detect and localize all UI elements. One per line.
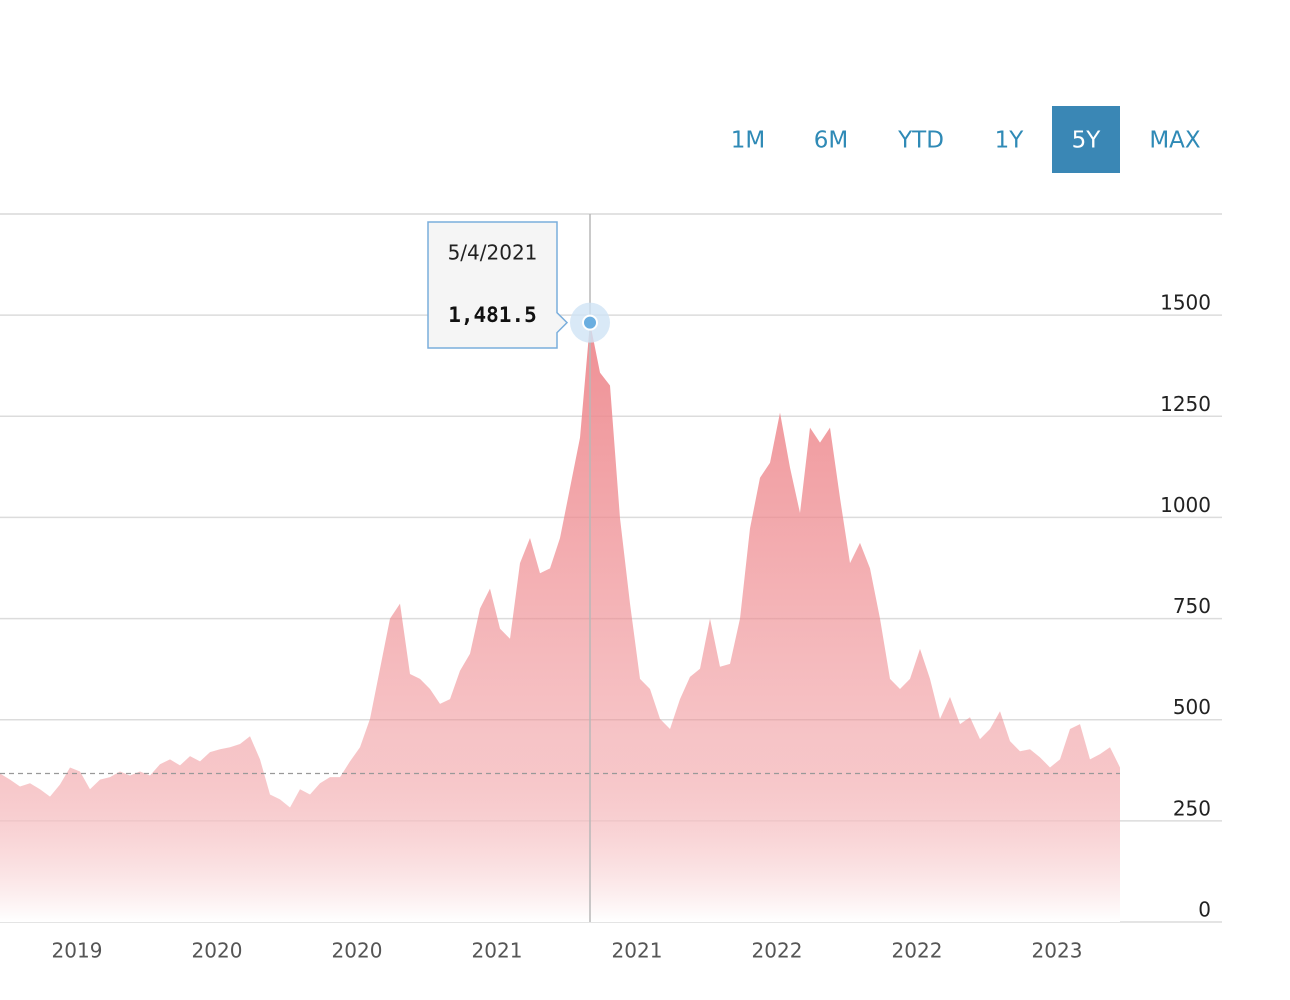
y-tick-label: 1000 (1160, 493, 1211, 517)
area (0, 322, 1120, 922)
x-tick-label: 2023 (1032, 939, 1083, 963)
range-button[interactable]: MAX (1149, 128, 1201, 154)
x-tick-label: 2020 (192, 939, 243, 963)
range-button[interactable]: 6M (814, 128, 848, 154)
range-buttons: 1M 6M YTD 1Y 5Y MAX (731, 106, 1201, 173)
x-tick-label: 2020 (332, 939, 383, 963)
y-tick-label: 250 (1173, 796, 1211, 820)
range-button[interactable]: 1Y (995, 128, 1025, 154)
x-tick-label: 2022 (752, 939, 803, 963)
range-button[interactable]: YTD (897, 128, 944, 154)
x-tick-label: 2022 (892, 939, 943, 963)
y-tick-label: 500 (1173, 695, 1211, 719)
x-tick-label: 2019 (52, 939, 103, 963)
y-tick-label: 750 (1173, 594, 1211, 618)
tooltip-box (427, 221, 569, 349)
tooltip: 5/4/2021 1,481.5 (427, 214, 610, 922)
y-tick-label: 0 (1198, 898, 1211, 922)
tooltip-date: 5/4/2021 (448, 241, 538, 265)
marker (582, 314, 598, 331)
x-tick-label: 2021 (612, 939, 663, 963)
active-button-bg (1052, 106, 1120, 173)
x-tick-label: 2021 (472, 939, 523, 963)
y-tick-label: 1500 (1160, 291, 1211, 315)
range-button[interactable]: 5Y (1072, 128, 1102, 154)
plot: 2019 2020 2020 2021 2021 2022 2022 2023 (0, 322, 1120, 963)
y-tick-label: 1250 (1160, 392, 1211, 416)
tooltip-value: 1,481.5 (448, 303, 537, 327)
range-button[interactable]: 1M (731, 128, 765, 154)
